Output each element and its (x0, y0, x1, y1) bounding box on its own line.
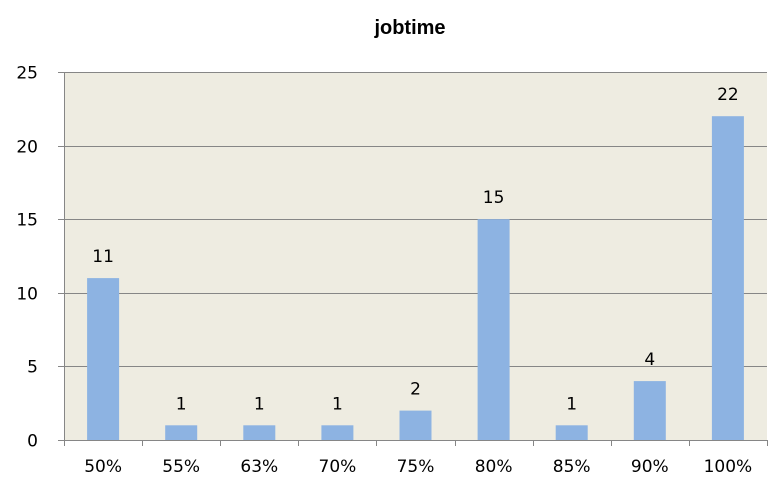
gridlines (64, 72, 767, 367)
y-tick-label: 20 (16, 138, 38, 158)
bar-70-percent (321, 425, 354, 440)
data-label: 15 (483, 188, 505, 208)
data-label: 4 (644, 350, 655, 370)
x-tick-label: 70% (319, 457, 357, 477)
x-tick-label: 100% (704, 457, 753, 477)
bar-85-percent (555, 425, 588, 440)
data-label: 2 (410, 380, 421, 400)
data-label: 1 (176, 394, 187, 414)
y-axis-ticks: 0 5 10 15 20 25 (16, 64, 64, 452)
chart-title: jobtime (373, 17, 445, 39)
y-tick-label: 25 (16, 64, 38, 84)
bar-50-percent (87, 278, 120, 440)
plot-area (64, 72, 767, 440)
bar-90-percent (633, 381, 666, 440)
x-tick-label: 85% (553, 457, 591, 477)
x-tick-label: 90% (631, 457, 669, 477)
data-label: 11 (92, 247, 114, 267)
x-tick-label: 63% (240, 457, 278, 477)
x-tick-label: 55% (162, 457, 200, 477)
bars (87, 116, 744, 440)
data-label: 1 (566, 394, 577, 414)
y-tick-label: 15 (16, 211, 38, 231)
x-tick-label: 75% (397, 457, 435, 477)
bar-55-percent (165, 425, 198, 440)
y-tick-label: 0 (27, 432, 38, 452)
x-tick-label: 50% (84, 457, 122, 477)
data-label: 22 (717, 85, 739, 105)
x-tick-label: 80% (475, 457, 513, 477)
y-tick-label: 10 (16, 285, 38, 305)
axes (64, 72, 767, 441)
data-label: 1 (254, 394, 265, 414)
data-label: 1 (332, 394, 343, 414)
bar-63-percent (243, 425, 276, 440)
bar-75-percent (399, 410, 432, 440)
bar-100-percent (711, 116, 744, 440)
x-axis-ticks: 50% 55% 63% 70% 75% 80% 85% 90% 100% (64, 440, 768, 477)
bar-80-percent (477, 219, 510, 440)
y-tick-label: 5 (27, 358, 38, 378)
